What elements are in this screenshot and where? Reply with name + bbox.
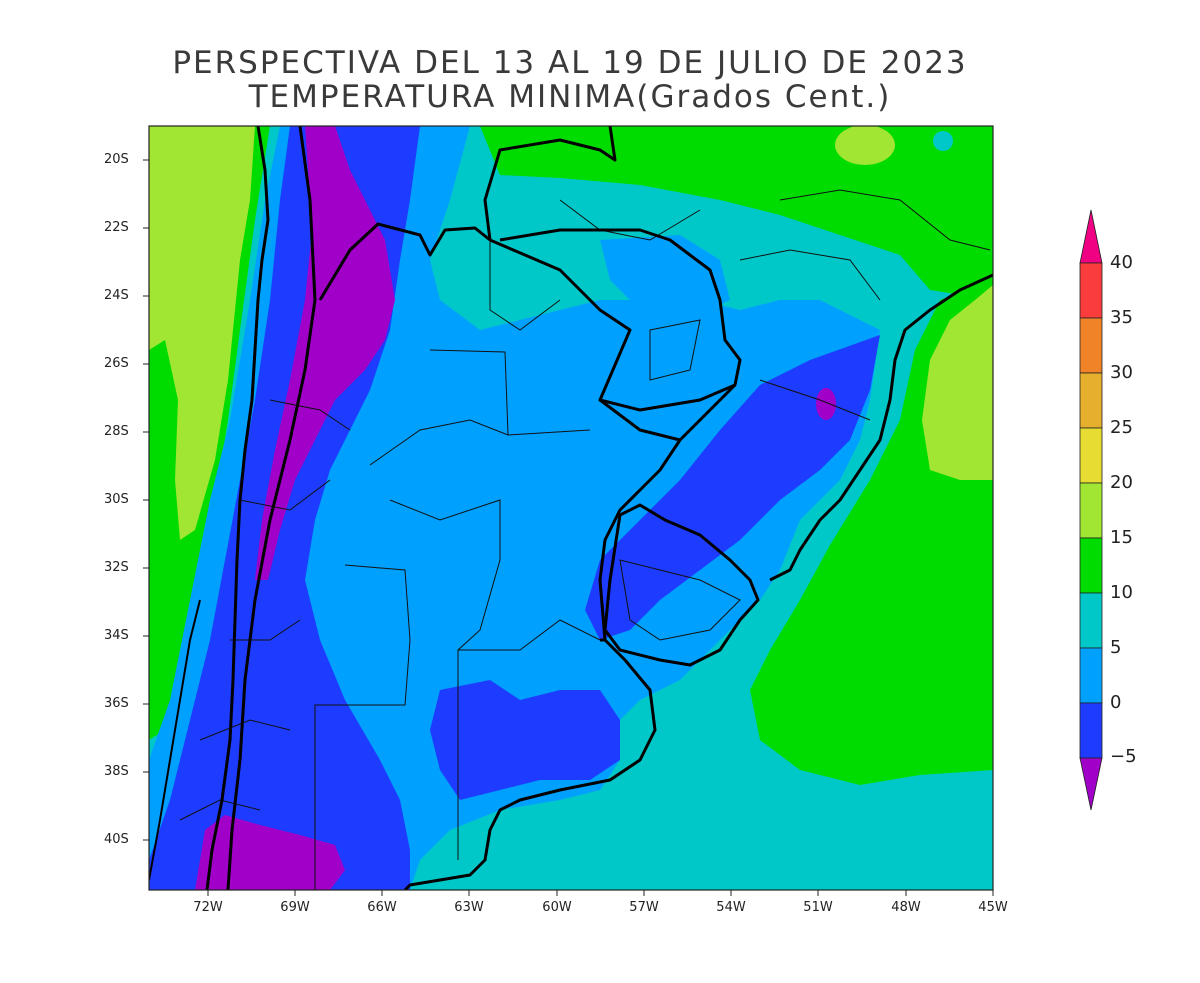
band-minus5-0-pampa: [430, 680, 620, 800]
colorbar-20-25: [1079, 427, 1103, 484]
lat-label-40s: 40S: [104, 832, 129, 847]
colorbar: [1079, 209, 1103, 811]
band-15-20-pacific: [149, 126, 255, 540]
band-15-20-atlantic: [922, 285, 993, 480]
colorbar-10-15: [1079, 537, 1103, 594]
colorbar-label-0: 0: [1110, 692, 1122, 713]
lat-label-38s: 38S: [104, 764, 129, 779]
colorbar-30-35: [1079, 317, 1103, 374]
lon-label-51w: 51W: [803, 900, 833, 915]
lon-ticks: [207, 890, 994, 896]
lat-label-26s: 26S: [104, 356, 129, 371]
colorbar-label-20: 20: [1110, 472, 1133, 493]
colorbar-35-40: [1079, 262, 1103, 319]
colorbar-25-30: [1079, 372, 1103, 429]
band-15-20-north: [835, 126, 895, 165]
colorbar-above-40: [1079, 209, 1103, 264]
lat-label-22s: 22S: [104, 220, 129, 235]
colorbar-0-5: [1079, 647, 1103, 704]
band-5-10-spot: [933, 131, 953, 151]
lat-label-32s: 32S: [104, 560, 129, 575]
map-frame: [148, 125, 994, 891]
lat-ticks: [143, 159, 149, 841]
colorbar-5-10: [1079, 592, 1103, 649]
lon-label-69w: 69W: [280, 900, 310, 915]
lon-label-57w: 57W: [629, 900, 659, 915]
colorbar-label-35: 35: [1110, 307, 1133, 328]
colorbar-15-20: [1079, 482, 1103, 539]
colorbar-label-10: 10: [1110, 582, 1133, 603]
lon-label-54w: 54W: [716, 900, 746, 915]
lon-label-60w: 60W: [542, 900, 572, 915]
lon-label-72w: 72W: [193, 900, 223, 915]
temperature-field: [149, 126, 993, 890]
lat-label-34s: 34S: [104, 628, 129, 643]
lat-label-36s: 36S: [104, 696, 129, 711]
band-minus5-0-east: [585, 335, 880, 640]
lon-label-48w: 48W: [891, 900, 921, 915]
lat-label-30s: 30S: [104, 492, 129, 507]
colorbar-label-5: 5: [1110, 637, 1122, 658]
colorbar-label-25: 25: [1110, 417, 1133, 438]
map-subtitle: TEMPERATURA MINIMA(Grados Cent.): [248, 79, 892, 115]
band-below-minus5-spot: [816, 388, 836, 420]
lon-label-45w: 45W: [978, 900, 1008, 915]
map-title: PERSPECTIVA DEL 13 AL 19 DE JULIO DE 202…: [172, 45, 968, 81]
colorbar-minus5-0: [1079, 702, 1103, 759]
colorbar-label-30: 30: [1110, 362, 1133, 383]
lon-label-66w: 66W: [367, 900, 397, 915]
colorbar-label-40: 40: [1110, 252, 1133, 273]
country-borders: [149, 126, 993, 890]
colorbar-below-minus5: [1079, 757, 1103, 811]
band-10-15-brazil: [480, 126, 993, 300]
lon-label-63w: 63W: [454, 900, 484, 915]
lat-label-28s: 28S: [104, 424, 129, 439]
lat-label-24s: 24S: [104, 288, 129, 303]
province-borders: [179, 189, 991, 890]
band-0-5-paraguay: [600, 235, 730, 320]
colorbar-label-minus5: −5: [1110, 746, 1137, 767]
colorbar-label-15: 15: [1110, 527, 1133, 548]
lat-label-20s: 20S: [104, 152, 129, 167]
